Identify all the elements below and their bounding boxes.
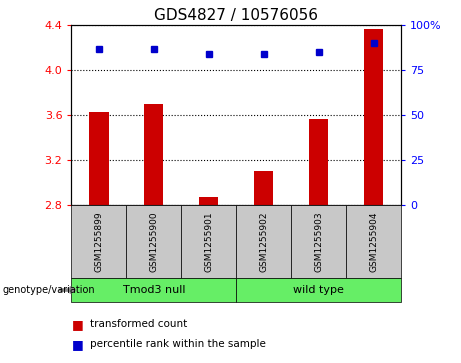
Bar xyxy=(89,112,108,205)
Bar xyxy=(199,197,219,205)
Title: GDS4827 / 10576056: GDS4827 / 10576056 xyxy=(154,8,318,23)
Bar xyxy=(254,171,273,205)
Text: GSM1255900: GSM1255900 xyxy=(149,211,159,272)
Bar xyxy=(309,119,328,205)
Text: GSM1255903: GSM1255903 xyxy=(314,211,323,272)
Text: genotype/variation: genotype/variation xyxy=(2,285,95,295)
Text: Tmod3 null: Tmod3 null xyxy=(123,285,185,295)
Text: transformed count: transformed count xyxy=(90,319,187,329)
Text: wild type: wild type xyxy=(293,285,344,295)
Text: GSM1255902: GSM1255902 xyxy=(259,211,268,272)
Text: GSM1255904: GSM1255904 xyxy=(369,211,378,272)
Text: percentile rank within the sample: percentile rank within the sample xyxy=(90,339,266,349)
Text: GSM1255901: GSM1255901 xyxy=(204,211,213,272)
Bar xyxy=(144,104,164,205)
Text: ■: ■ xyxy=(71,338,83,351)
Text: GSM1255899: GSM1255899 xyxy=(95,211,103,272)
Text: ■: ■ xyxy=(71,318,83,331)
Bar xyxy=(364,29,383,205)
